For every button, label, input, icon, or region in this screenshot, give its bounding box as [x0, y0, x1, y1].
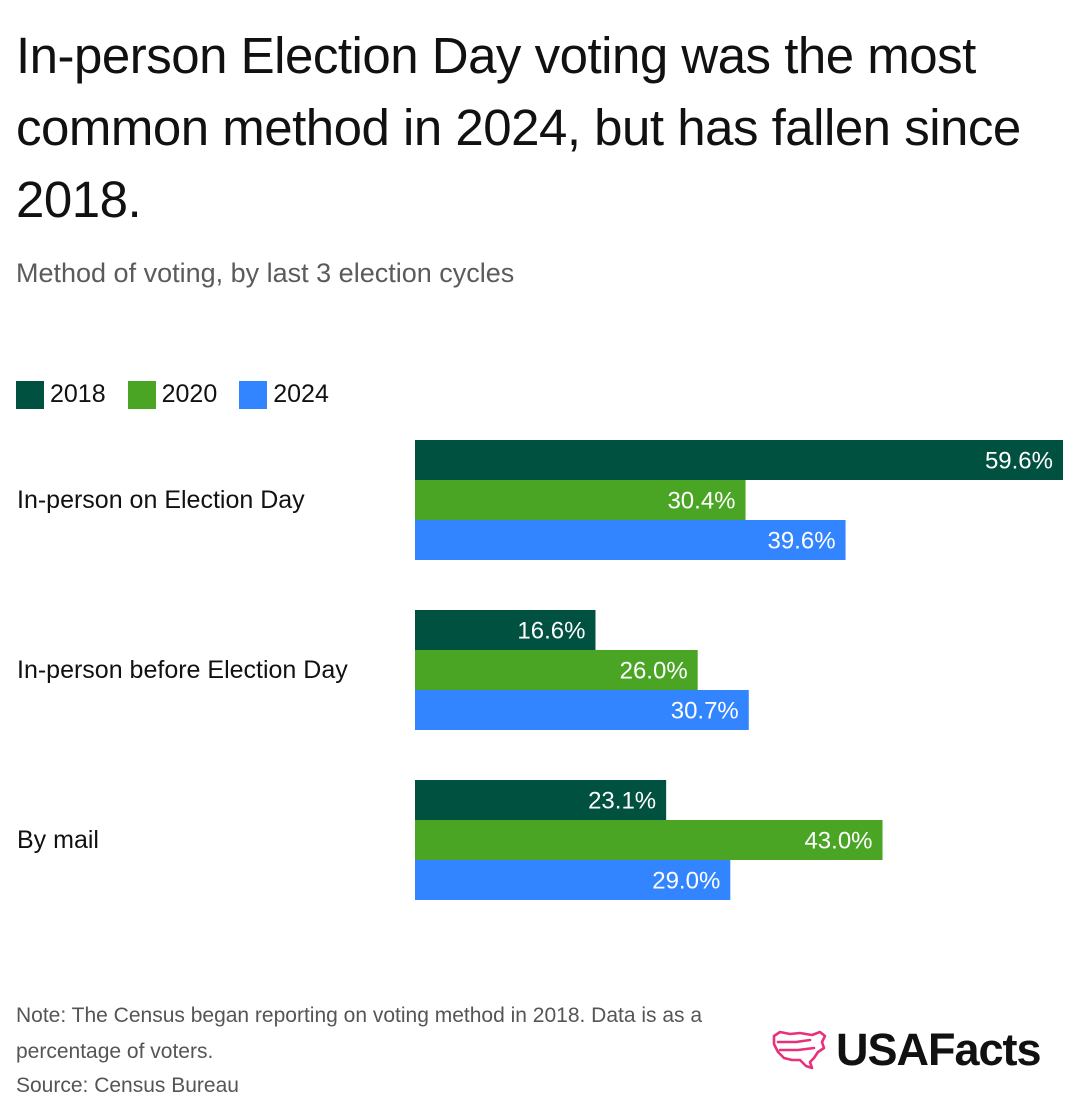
- data-label-2024: 39.6%: [767, 528, 835, 555]
- category-label: In-person before Election Day: [17, 656, 348, 684]
- usa-map-icon: [772, 1030, 827, 1070]
- bar-2020: [415, 480, 746, 520]
- legend-swatch-2020: [127, 380, 156, 409]
- legend-swatch-2018: [16, 380, 44, 409]
- legend-item-2018: 2018: [16, 380, 106, 409]
- data-label-2018: 23.1%: [588, 788, 656, 815]
- bar-2018: [415, 780, 667, 820]
- legend-swatch-2024: [239, 380, 268, 409]
- legend: 2018 2020 2024: [16, 380, 351, 409]
- category-label: In-person on Election Day: [17, 486, 305, 514]
- category-label: By mail: [17, 826, 99, 854]
- data-label-2020: 43.0%: [804, 828, 872, 855]
- data-label-2020: 26.0%: [620, 658, 688, 685]
- data-label-2018: 16.6%: [517, 618, 585, 645]
- bar-2020: [415, 820, 883, 860]
- legend-item-2020: 2020: [127, 380, 218, 409]
- bar-2024: [415, 690, 749, 730]
- legend-item-2024: 2024: [239, 380, 329, 409]
- bar-2024: [415, 520, 846, 560]
- data-label-2024: 30.7%: [671, 698, 739, 725]
- bar-2018: [415, 440, 1063, 480]
- bar-2024: [415, 860, 731, 900]
- usafacts-logo: USAFacts: [770, 1024, 1042, 1076]
- chart-subtitle: Method of voting, by last 3 election cyc…: [16, 258, 515, 288]
- chart-title: In-person Election Day voting was the mo…: [16, 27, 1021, 228]
- brand-name: USAFacts: [836, 1024, 1042, 1075]
- chart-note: Note: The Census began reporting on voti…: [16, 1004, 703, 1063]
- bar-2020: [415, 650, 698, 690]
- chart-source: Source: Census Bureau: [16, 1074, 239, 1097]
- data-label-2018: 59.6%: [985, 448, 1053, 475]
- bar-2018: [415, 610, 596, 650]
- legend-label-2020: 2020: [161, 380, 218, 408]
- legend-label-2024: 2024: [273, 380, 329, 408]
- data-label-2020: 30.4%: [667, 488, 735, 515]
- legend-label-2018: 2018: [50, 380, 106, 408]
- data-label-2024: 29.0%: [652, 868, 720, 895]
